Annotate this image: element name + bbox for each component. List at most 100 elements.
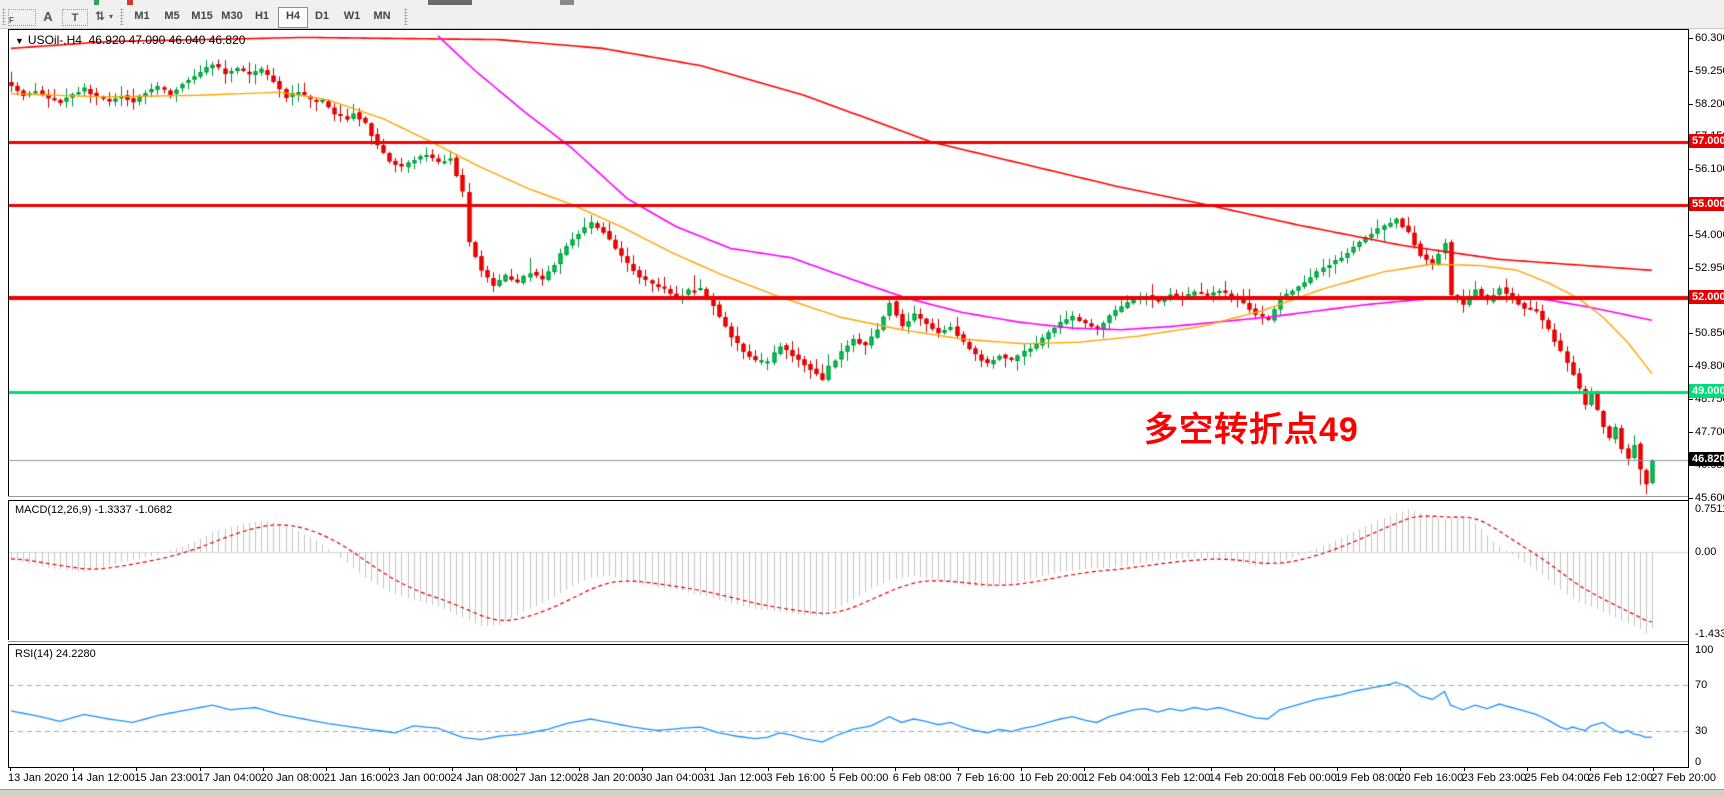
rsi-pane[interactable]: RSI(14) 24.2280 <box>8 644 1689 768</box>
time-axis-label: 31 Jan 12:00 <box>703 772 767 784</box>
timeframe-button-h4[interactable]: H4 <box>278 7 308 28</box>
time-axis-tick-mark <box>326 768 327 771</box>
clipped-icon-fragment <box>428 0 472 5</box>
pane-splitter[interactable] <box>8 496 1724 497</box>
toolbar: F A T ⇅ ▾ M1 M5 M15 M30 H1 H4 D1 W1 MN <box>0 5 1724 29</box>
ohlc-values: 46.920 47.090 46.040 46.820 <box>88 33 246 47</box>
price-tag-46.820: 46.820 <box>1689 452 1724 467</box>
price-axis-label: 56.100 <box>1695 163 1724 176</box>
candlestick-canvas[interactable] <box>9 30 1689 495</box>
time-axis-tick-mark <box>705 768 707 771</box>
time-axis-label: 20 Feb 16:00 <box>1398 772 1464 784</box>
time-axis-label: 20 Jan 08:00 <box>260 772 325 784</box>
time-axis-label: 18 Feb 00:00 <box>1272 772 1337 784</box>
time-axis[interactable]: 13 Jan 2020 14 Jan 12:00 15 Jan 23:00 17 Ja… <box>8 768 1724 789</box>
price-axis-label: 47.700 <box>1695 425 1724 438</box>
price-tag-55.000: 55.000 <box>1689 196 1724 211</box>
price-axis-tick-mark <box>1689 366 1693 368</box>
time-axis-label: 14 Jan 12:00 <box>71 772 135 784</box>
timeframe-button-m30[interactable]: M30 <box>221 10 243 22</box>
time-axis-tick-mark <box>1526 768 1528 771</box>
time-axis-tick-mark <box>1337 768 1339 771</box>
price-axis-label: 58.200 <box>1695 97 1724 110</box>
price-axis[interactable]: 60.30059.25058.20057.15056.10055.05054.0… <box>1688 29 1724 768</box>
text-label-icon[interactable]: T <box>62 9 88 26</box>
price-axis-tick-mark <box>1689 70 1693 72</box>
main-chart-pane[interactable]: ▼ USOil-,H4 46.920 47.090 46.040 46.820 多… <box>8 29 1689 496</box>
price-axis-tick-mark <box>1689 234 1693 236</box>
macd-canvas[interactable] <box>9 501 1689 639</box>
price-axis-label: 49.800 <box>1695 360 1724 373</box>
time-axis-label: 14 Feb 20:00 <box>1208 772 1274 784</box>
styles-arrows-icon[interactable]: ⇅ ▾ <box>94 9 114 23</box>
macd-scale-label: -1.433 <box>1695 627 1724 640</box>
rsi-label: RSI(14) 24.2280 <box>15 648 96 660</box>
time-axis-label: 27 Jan 12:00 <box>513 772 578 784</box>
rsi-canvas[interactable] <box>9 645 1689 766</box>
fibo-grid-icon[interactable]: F <box>8 9 36 26</box>
timeframe-button-d1[interactable]: D1 <box>314 10 330 22</box>
timeframe-button-mn[interactable]: MN <box>373 10 391 22</box>
rsi-scale-label: 30 <box>1695 724 1708 737</box>
time-axis-tick-mark <box>578 768 580 771</box>
font-a-icon[interactable]: A <box>43 8 53 24</box>
price-tag-52.000: 52.000 <box>1689 290 1724 305</box>
time-axis-label: 27 Feb 20:00 <box>1651 772 1717 784</box>
price-axis-label: 52.950 <box>1695 261 1724 274</box>
time-axis-label: 7 Feb 16:00 <box>956 772 1015 784</box>
price-axis-label: 54.000 <box>1695 228 1724 241</box>
price-axis-tick-mark <box>1689 497 1693 499</box>
timeframe-button-w1[interactable]: W1 <box>343 10 361 22</box>
time-axis-tick-mark <box>1590 768 1591 771</box>
toolbar-group-separator[interactable] <box>404 8 408 25</box>
time-axis-label: 17 Jan 04:00 <box>197 772 262 784</box>
price-axis-tick-mark <box>1689 267 1693 269</box>
time-axis-label: 13 Jan 2020 <box>8 772 69 784</box>
time-axis-tick-mark <box>768 768 770 771</box>
time-axis-tick-mark <box>262 768 264 771</box>
price-axis-tick-mark <box>1689 431 1693 433</box>
caret-down-icon[interactable]: ▾ <box>109 11 114 21</box>
clipped-icon-fragment <box>127 0 133 5</box>
time-axis-label: 3 Feb 16:00 <box>766 772 826 784</box>
time-axis-label: 12 Feb 04:00 <box>1082 772 1148 784</box>
time-axis-tick-mark <box>136 768 138 771</box>
time-axis-label: 25 Feb 04:00 <box>1524 772 1590 784</box>
price-axis-label: 60.300 <box>1695 32 1724 44</box>
toolbar-group-separator[interactable] <box>120 8 124 25</box>
timeframe-button-m1[interactable]: M1 <box>134 10 150 22</box>
price-axis-label: 50.850 <box>1695 327 1724 340</box>
time-axis-tick-mark <box>642 768 643 771</box>
window-bottom-edge <box>0 789 1724 797</box>
macd-scale-label: 0.7511 <box>1695 503 1724 516</box>
symbol-dropdown-icon[interactable]: ▼ <box>15 36 24 46</box>
time-axis-tick-mark <box>389 768 391 771</box>
price-axis-tick-mark <box>1689 399 1693 401</box>
time-axis-label: 13 Feb 12:00 <box>1145 772 1211 784</box>
time-axis-tick-mark <box>1653 768 1655 771</box>
time-axis-tick-mark <box>1400 768 1402 771</box>
time-axis-label: 10 Feb 20:00 <box>1019 772 1085 784</box>
time-axis-tick-mark <box>831 768 833 771</box>
timeframe-button-m5[interactable]: M5 <box>164 10 180 22</box>
rsi-scale-label: 70 <box>1695 678 1708 691</box>
price-tag-49.000: 49.000 <box>1689 384 1724 399</box>
time-axis-tick-mark <box>1084 768 1086 771</box>
time-axis-label: 15 Jan 23:00 <box>134 772 199 784</box>
time-axis-label: 21 Jan 16:00 <box>324 772 388 784</box>
clipped-icon-fragment <box>94 0 99 5</box>
toolbar-drag-handle[interactable] <box>2 8 6 25</box>
time-axis-label: 5 Feb 00:00 <box>829 772 889 784</box>
macd-pane[interactable]: MACD(12,26,9) -1.3337 -1.0682 <box>8 500 1689 640</box>
pane-splitter[interactable] <box>8 641 1724 642</box>
timeframe-button-m15[interactable]: M15 <box>191 10 213 22</box>
timeframe-button-h1[interactable]: H1 <box>254 10 270 22</box>
annotation-text: 多空转折点49 <box>1144 411 1359 449</box>
rsi-scale-label: 0 <box>1695 756 1702 768</box>
rsi-scale-label: 100 <box>1695 644 1714 656</box>
time-axis-label: 26 Feb 12:00 <box>1588 772 1653 784</box>
price-axis-label: 45.600 <box>1695 491 1724 504</box>
time-axis-tick-mark <box>958 768 959 771</box>
time-axis-tick-mark <box>1463 768 1465 771</box>
